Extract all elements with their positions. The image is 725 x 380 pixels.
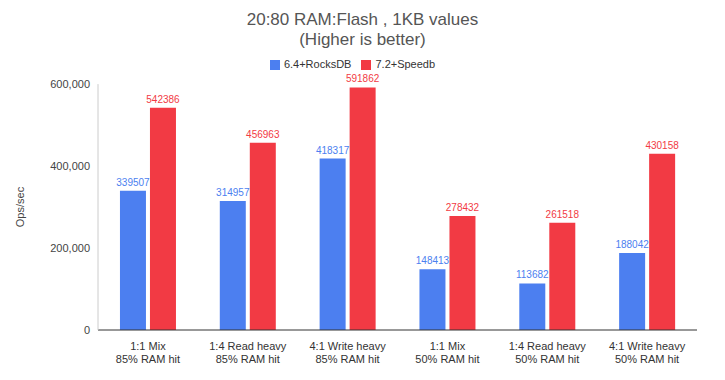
html-text:(Higher is better): (Higher is better) <box>299 30 426 49</box>
svg-text:188042: 188042 <box>615 239 649 250</box>
svg-text:542386: 542386 <box>146 94 180 105</box>
svg-text:1:1 Mix85% RAM hit: 1:1 Mix85% RAM hit <box>116 340 180 365</box>
svg-text:456963: 456963 <box>246 129 280 140</box>
svg-text:1:4 Read heavy50% RAM hit: 1:4 Read heavy50% RAM hit <box>509 340 587 365</box>
svg-text:1:4 Read heavy85% RAM hit: 1:4 Read heavy85% RAM hit <box>209 340 287 365</box>
svg-text:261518: 261518 <box>546 209 580 220</box>
svg-text:Ops/sec: Ops/sec <box>14 186 26 227</box>
svg-text:4:1 Write heavy85% RAM hit: 4:1 Write heavy85% RAM hit <box>309 340 386 365</box>
html-text:7.2+Speedb: 7.2+Speedb <box>375 58 436 70</box>
svg-text:148413: 148413 <box>416 255 450 266</box>
svg-text:0: 0 <box>84 324 90 336</box>
svg-text:4:1 Write heavy50% RAM hit: 4:1 Write heavy50% RAM hit <box>609 340 686 365</box>
html-text:20:80 RAM:Flash , 1KB values: 20:80 RAM:Flash , 1KB values <box>246 10 479 29</box>
svg-text:418317: 418317 <box>316 145 350 156</box>
svg-text:400,000: 400,000 <box>50 160 90 172</box>
svg-text:200,000: 200,000 <box>50 242 90 254</box>
svg-text:600,000: 600,000 <box>50 78 90 90</box>
svg-text:113682: 113682 <box>516 269 549 280</box>
svg-text:430158: 430158 <box>645 140 679 151</box>
svg-text:591862: 591862 <box>346 73 380 84</box>
svg-text:339507: 339507 <box>116 177 150 188</box>
svg-text:1:1 Mix50% RAM hit: 1:1 Mix50% RAM hit <box>415 340 479 365</box>
svg-text:278432: 278432 <box>446 202 480 213</box>
html-text:6.4+RocksDB: 6.4+RocksDB <box>283 58 352 70</box>
svg-text:314957: 314957 <box>216 187 250 198</box>
